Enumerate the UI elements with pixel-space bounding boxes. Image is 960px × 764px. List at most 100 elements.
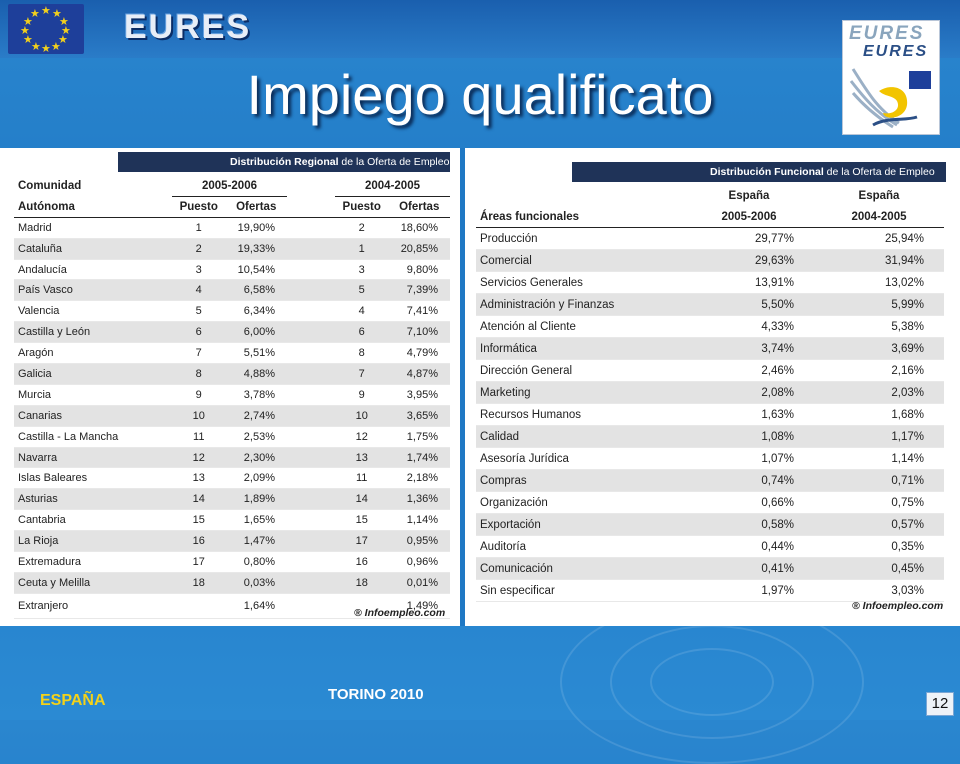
table-row: Galicia 8 4,88% 7 4,87% (14, 363, 450, 385)
table-cell: 11 (172, 426, 226, 448)
table-cell: 13 (334, 447, 389, 469)
table-cell: 0,35% (814, 535, 944, 558)
table-cell: 4,87% (388, 363, 450, 385)
table-cell: 0,03% (225, 572, 287, 594)
table-cell: 11 (334, 467, 389, 490)
table-cell: 1,68% (814, 403, 944, 426)
table-cell: 7,41% (388, 300, 450, 323)
table-cell: 0,71% (814, 469, 944, 492)
table-cell: 1 (334, 238, 389, 260)
eu-flag-icon: ★ ★ ★ ★ ★ ★ ★ ★ ★ ★ ★ ★ (8, 4, 84, 55)
table-cell: 0,95% (388, 530, 450, 553)
functional-table-caption: Distribución Funcional de la Oferta de E… (572, 162, 946, 182)
table-cell: 1,17% (814, 425, 944, 448)
table-cell: 4,33% (684, 315, 814, 338)
column-header: Autónoma (14, 196, 172, 218)
table-cell: 1,64% (225, 592, 287, 619)
table-row: La Rioja 16 1,47% 17 0,95% (14, 530, 450, 553)
table-cell: Compras (476, 469, 684, 492)
wing-emblem-icon (849, 68, 931, 129)
table-cell: 6,00% (225, 321, 287, 344)
table-cell: 0,74% (684, 469, 814, 492)
table-cell: 19,90% (225, 217, 287, 239)
table-row: Compras 0,74% 0,71% (476, 469, 944, 492)
table-cell: La Rioja (14, 530, 172, 553)
table-cell: 1,89% (225, 488, 287, 511)
column-header: 2004-2005 (334, 176, 450, 197)
table-cell: 3,78% (225, 384, 287, 406)
table-cell: 1,63% (684, 403, 814, 426)
table-cell: 7,39% (388, 279, 450, 302)
table-row: Ceuta y Melilla 18 0,03% 18 0,01% (14, 572, 450, 594)
table-cell: 3,69% (814, 337, 944, 360)
table-cell: 2,09% (225, 467, 287, 490)
panel-divider (460, 148, 465, 626)
table-cell: 12 (334, 426, 389, 448)
table-row: Castilla y León 6 6,00% 6 7,10% (14, 321, 450, 344)
table-cell: 1 (172, 217, 226, 239)
table-cell: Administración y Finanzas (476, 293, 684, 316)
table-cell: 0,57% (814, 513, 944, 536)
table-cell: 10 (334, 405, 389, 427)
table-cell: 2,08% (684, 381, 814, 404)
table-cell: Producción (476, 227, 684, 250)
table-cell: 6 (334, 321, 389, 344)
table-cell: 1,14% (388, 509, 450, 532)
table-cell: 2 (172, 238, 226, 260)
column-header: 2004-2005 (814, 206, 944, 228)
table-cell: 12 (172, 447, 226, 469)
table-cell: 13,91% (684, 271, 814, 294)
table-cell: Asturias (14, 488, 172, 511)
table-cell: Extremadura (14, 551, 172, 573)
column-header: Áreas funcionales (476, 206, 684, 228)
table-row: Comercial 29,63% 31,94% (476, 249, 944, 272)
table-row: Islas Baleares 13 2,09% 11 2,18% (14, 467, 450, 490)
table-header-row: Comunidad 2005-2006 2004-2005 (14, 176, 450, 197)
table-cell: 15 (334, 509, 389, 532)
table-cell: Asesoría Jurídica (476, 447, 684, 470)
table-cell: Galicia (14, 363, 172, 385)
table-row: Andalucía 3 10,54% 3 9,80% (14, 259, 450, 281)
table-row: Producción 29,77% 25,94% (476, 227, 944, 250)
table-row: Administración y Finanzas 5,50% 5,99% (476, 293, 944, 316)
functional-table: España España Áreas funcionales 2005-200… (476, 186, 944, 602)
table-cell: 3 (172, 259, 226, 281)
table-cell: 1,36% (388, 488, 450, 511)
table-cell: 18,60% (388, 217, 450, 239)
table-row: Asesoría Jurídica 1,07% 1,14% (476, 447, 944, 470)
table-row: Exportación 0,58% 0,57% (476, 513, 944, 536)
table-header-row: Autónoma Puesto Ofertas Puesto Ofertas (14, 196, 450, 218)
table-cell: 1,07% (684, 447, 814, 470)
table-cell: 1,74% (388, 447, 450, 469)
table-cell: 17 (334, 530, 389, 553)
column-header: Puesto (172, 196, 226, 218)
table-cell: 14 (334, 488, 389, 511)
table-cell: 2,46% (684, 359, 814, 382)
table-cell: Aragón (14, 342, 172, 365)
table-cell: 0,45% (814, 557, 944, 580)
table-cell: Canarias (14, 405, 172, 427)
table-cell: Servicios Generales (476, 271, 684, 294)
table-cell: 20,85% (388, 238, 450, 260)
table-cell: Atención al Cliente (476, 315, 684, 338)
table-row: Valencia 5 6,34% 4 7,41% (14, 300, 450, 323)
table-cell: Auditoría (476, 535, 684, 558)
table-cell: 1,08% (684, 425, 814, 448)
table-cell: Informática (476, 337, 684, 360)
table-row: Aragón 7 5,51% 8 4,79% (14, 342, 450, 365)
table-cell: Extranjero (14, 592, 172, 619)
table-row: Cantabria 15 1,65% 15 1,14% (14, 509, 450, 532)
table-cell: 1,49% (388, 592, 450, 619)
column-header: 2005-2006 (684, 206, 814, 228)
table-cell: 5,99% (814, 293, 944, 316)
table-cell: 14 (172, 488, 226, 511)
regional-table-caption: Distribución Regional de la Oferta de Em… (118, 152, 450, 172)
table-cell: 2,30% (225, 447, 287, 469)
regional-table: Comunidad 2005-2006 2004-2005 Autónoma P… (14, 176, 450, 619)
table-cell: 7 (334, 363, 389, 385)
table-cell: 6,34% (225, 300, 287, 323)
table-cell: 2,53% (225, 426, 287, 448)
table-cell: 4 (334, 300, 389, 323)
table-cell: Comercial (476, 249, 684, 272)
table-cell: Recursos Humanos (476, 403, 684, 426)
